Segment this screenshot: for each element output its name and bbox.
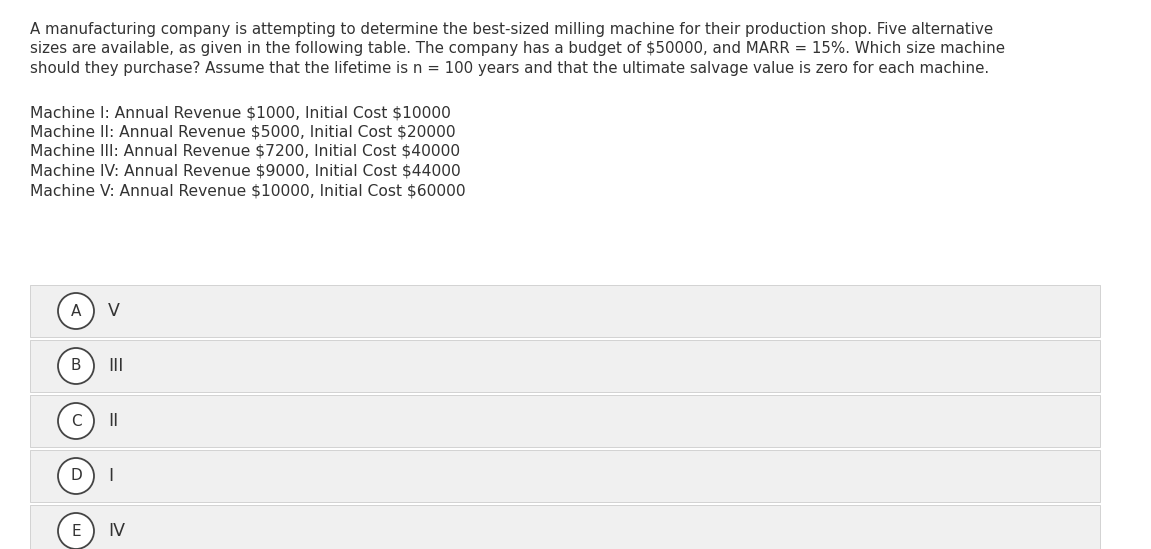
Text: A manufacturing company is attempting to determine the best-sized milling machin: A manufacturing company is attempting to… <box>30 22 993 37</box>
Text: C: C <box>70 413 82 429</box>
Circle shape <box>58 293 94 329</box>
Text: E: E <box>71 524 81 539</box>
Text: Machine II: Annual Revenue $5000, Initial Cost $20000: Machine II: Annual Revenue $5000, Initia… <box>30 125 456 139</box>
Text: should they purchase? Assume that the lifetime is n = 100 years and that the ult: should they purchase? Assume that the li… <box>30 61 989 76</box>
Bar <box>30 285 1100 337</box>
Text: sizes are available, as given in the following table. The company has a budget o: sizes are available, as given in the fol… <box>30 42 1005 57</box>
Bar <box>30 340 1100 392</box>
Text: II: II <box>108 412 119 430</box>
Text: V: V <box>108 302 120 320</box>
Circle shape <box>58 348 94 384</box>
Bar <box>30 395 1100 447</box>
Text: A: A <box>71 304 82 318</box>
Bar <box>30 505 1100 549</box>
Text: Machine IV: Annual Revenue $9000, Initial Cost $44000: Machine IV: Annual Revenue $9000, Initia… <box>30 164 460 178</box>
Text: Machine V: Annual Revenue $10000, Initial Cost $60000: Machine V: Annual Revenue $10000, Initia… <box>30 183 466 198</box>
Text: IV: IV <box>108 522 125 540</box>
Text: Machine I: Annual Revenue $1000, Initial Cost $10000: Machine I: Annual Revenue $1000, Initial… <box>30 105 451 120</box>
Circle shape <box>58 458 94 494</box>
Text: I: I <box>108 467 113 485</box>
Text: B: B <box>70 358 82 373</box>
Text: D: D <box>70 468 82 484</box>
Text: III: III <box>108 357 123 375</box>
Bar <box>30 450 1100 502</box>
Text: Machine III: Annual Revenue $7200, Initial Cost $40000: Machine III: Annual Revenue $7200, Initi… <box>30 144 460 159</box>
Circle shape <box>58 403 94 439</box>
Circle shape <box>58 513 94 549</box>
